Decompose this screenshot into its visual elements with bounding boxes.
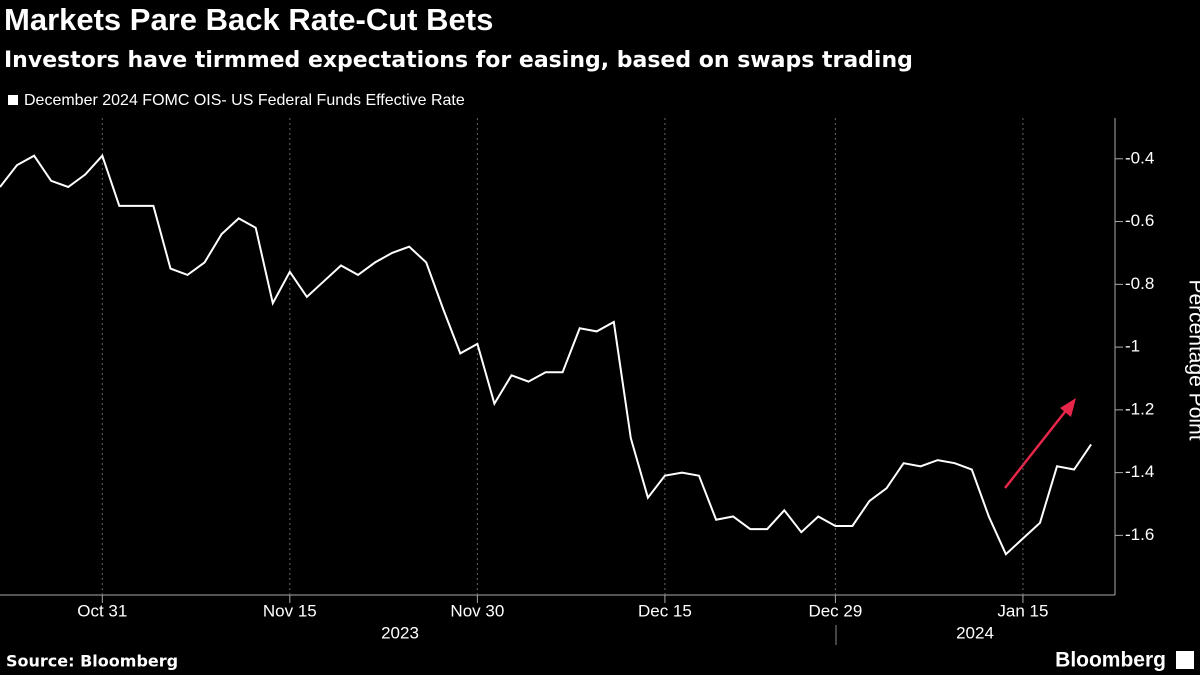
brand: Bloomberg <box>1055 649 1166 672</box>
y-tick-label: -0.4 <box>1125 148 1154 167</box>
legend-swatch <box>8 95 18 105</box>
legend-label: December 2024 FOMC OIS- US Federal Funds… <box>24 92 465 109</box>
x-tick-label: Nov 15 <box>263 601 317 620</box>
brand-icon <box>1176 651 1194 669</box>
line <box>0 153 1092 556</box>
x-tick-label: Jan 15 <box>997 601 1048 620</box>
x-tick-label: Dec 15 <box>638 601 692 620</box>
x-tick-label: Oct 31 <box>77 601 127 620</box>
source: Source: Bloomberg <box>6 652 178 671</box>
x-tick-label: Dec 29 <box>808 601 862 620</box>
year-label: 2023 <box>381 623 419 642</box>
year-label: 2024 <box>956 623 994 642</box>
y-tick-label: -1 <box>1125 337 1140 356</box>
y-tick-label: -1.6 <box>1125 525 1154 544</box>
arrow-head <box>1060 398 1076 417</box>
y-axis-label: Percentage Point <box>1184 279 1200 440</box>
y-tick-label: -0.8 <box>1125 274 1154 293</box>
y-tick-label: -0.6 <box>1125 211 1154 230</box>
arrow-shaft <box>1004 407 1069 489</box>
chart-subtitle: Investors have tirmmed expectations for … <box>4 48 913 73</box>
annotation-arrow <box>1004 398 1076 489</box>
chart-title: Markets Pare Back Rate-Cut Bets <box>4 2 493 37</box>
x-tick-label: Nov 30 <box>450 601 504 620</box>
y-tick-label: -1.2 <box>1125 399 1154 418</box>
y-tick-label: -1.4 <box>1125 462 1154 481</box>
